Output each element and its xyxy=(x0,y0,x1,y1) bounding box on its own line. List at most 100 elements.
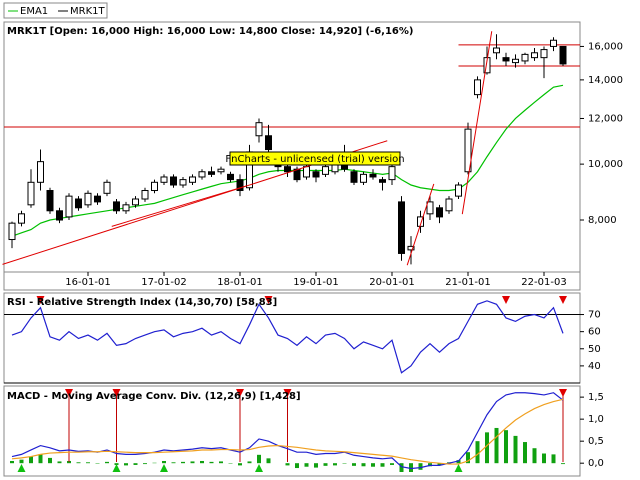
trend-line xyxy=(111,185,247,227)
x-tick-label: 21-01-01 xyxy=(445,277,490,288)
sell-signal xyxy=(502,296,510,304)
candle-body xyxy=(436,207,443,218)
candle-body xyxy=(236,179,244,192)
histogram-bar xyxy=(504,430,508,464)
candle-body xyxy=(360,173,367,183)
y-tick-label: 60 xyxy=(588,327,601,338)
sell-signal xyxy=(65,389,73,397)
histogram-bar xyxy=(333,463,337,466)
candle-body xyxy=(312,171,320,178)
histogram-bar xyxy=(143,463,147,465)
histogram-bar xyxy=(105,461,109,464)
histogram-bar xyxy=(76,462,81,464)
rsi-line xyxy=(11,300,564,374)
legend xyxy=(3,2,108,19)
buy-signal xyxy=(454,464,463,472)
histogram-bar xyxy=(48,457,52,464)
candle-body xyxy=(8,222,16,241)
histogram-bar xyxy=(257,454,261,464)
x-tick-label: 20-01-01 xyxy=(369,277,414,288)
candle-body xyxy=(94,195,101,203)
panel-title: MACD - Moving Average Conv. Div. (12,26,… xyxy=(7,391,301,402)
histogram-bar xyxy=(532,448,537,464)
buy-signal xyxy=(160,464,168,472)
histogram-bar xyxy=(200,460,204,464)
sell-signal xyxy=(283,389,292,397)
candle-body xyxy=(540,49,548,59)
candle-body xyxy=(75,198,82,209)
legend-label: MRK1T xyxy=(70,6,105,17)
candle-body xyxy=(103,181,111,194)
histogram-bar xyxy=(304,463,309,467)
candle-body xyxy=(37,161,44,183)
sell-signal xyxy=(559,389,567,397)
candle-body xyxy=(151,181,158,192)
histogram-bar xyxy=(380,463,385,467)
candle-body xyxy=(303,166,310,178)
x-tick-label: 19-01-01 xyxy=(293,277,338,288)
candle-body xyxy=(388,166,396,181)
buy-signal xyxy=(255,464,263,472)
candle-body xyxy=(113,201,120,212)
histogram-bar xyxy=(67,460,71,464)
histogram-bar xyxy=(466,452,470,464)
histogram-bar xyxy=(238,463,242,466)
histogram-bar xyxy=(361,463,366,467)
candle-body xyxy=(284,166,291,173)
candle-body xyxy=(217,168,225,173)
candle-body xyxy=(189,176,196,183)
candle-body xyxy=(426,201,434,215)
histogram-bar xyxy=(162,460,166,464)
histogram-bar xyxy=(171,462,176,464)
buy-signal xyxy=(17,464,26,472)
histogram-bar xyxy=(409,463,413,472)
sell-signal xyxy=(36,296,45,304)
candle-body xyxy=(417,216,424,227)
candle-body xyxy=(84,192,92,206)
histogram-bar xyxy=(418,463,423,470)
price-panel xyxy=(3,21,581,291)
histogram-bar xyxy=(561,463,565,465)
candle-body xyxy=(512,58,519,64)
candle-body xyxy=(464,128,472,173)
y-tick-label: 0,5 xyxy=(588,436,604,447)
y-tick-label: 1,0 xyxy=(588,414,604,425)
candle-body xyxy=(531,52,538,59)
histogram-bar xyxy=(29,456,33,464)
candle-body xyxy=(379,179,386,183)
candle-body xyxy=(369,173,377,178)
histogram-bar xyxy=(209,461,214,464)
histogram-bar xyxy=(124,463,128,466)
histogram-bar xyxy=(247,461,252,464)
candle-body xyxy=(170,176,177,186)
histogram-bar xyxy=(551,454,556,464)
legend-label: EMA1 xyxy=(20,6,48,17)
histogram-bar xyxy=(475,441,480,464)
candle-body xyxy=(227,173,234,181)
x-tick-label: 22-01-03 xyxy=(521,277,566,288)
candle-body xyxy=(122,204,130,212)
histogram-bar xyxy=(266,458,271,464)
histogram-bar xyxy=(485,432,489,464)
trend-line xyxy=(406,183,435,266)
macd-line xyxy=(11,398,564,465)
candle-body xyxy=(255,122,263,137)
candle-body xyxy=(198,171,206,178)
y-tick-label: 40 xyxy=(588,361,601,372)
histogram-bar xyxy=(399,463,404,472)
candle-body xyxy=(179,179,187,186)
histogram-bar xyxy=(10,460,14,464)
histogram-bar xyxy=(494,427,499,464)
candle-body xyxy=(18,213,25,224)
y-tick-label: 16,000 xyxy=(588,41,623,52)
histogram-bar xyxy=(219,461,223,464)
histogram-bar xyxy=(437,463,442,466)
candle-body xyxy=(502,57,510,62)
histogram-bar xyxy=(133,463,138,465)
candle-body xyxy=(521,53,529,62)
watermark-box xyxy=(229,151,401,166)
candle-body xyxy=(407,245,415,251)
histogram-bar xyxy=(456,460,461,464)
histogram-bar xyxy=(38,454,43,464)
